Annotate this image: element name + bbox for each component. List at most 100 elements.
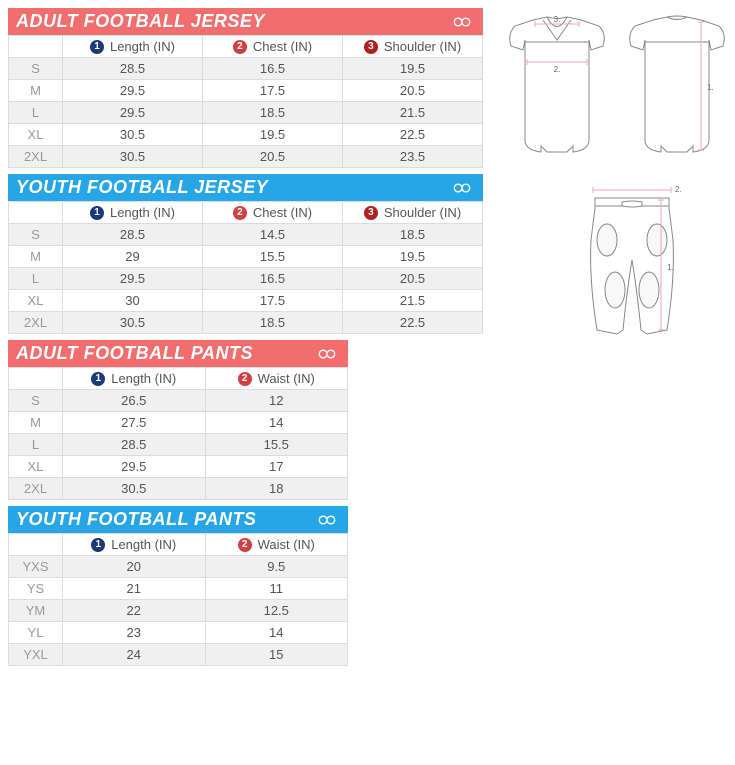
- table-row: 2XL30.518.522.5: [9, 312, 483, 334]
- size-header: [9, 202, 63, 224]
- value-cell: 20.5: [343, 80, 483, 102]
- table-row: YXL2415: [9, 644, 348, 666]
- col-header: 1Length (IN): [63, 368, 206, 390]
- size-cell: XL: [9, 290, 63, 312]
- brand-logo-icon: [451, 181, 473, 195]
- size-cell: L: [9, 268, 63, 290]
- marker-icon: 2: [238, 538, 252, 552]
- value-cell: 19.5: [343, 246, 483, 268]
- brand-logo-icon: [316, 513, 338, 527]
- table-row: 2XL30.518: [9, 478, 348, 500]
- size-cell: YS: [9, 578, 63, 600]
- col-header: 2Chest (IN): [203, 36, 343, 58]
- table-row: YM2212.5: [9, 600, 348, 622]
- size-table: 1Length (IN)2Waist (IN)YXS209.5YS2111YM2…: [8, 533, 348, 666]
- value-cell: 15.5: [205, 434, 348, 456]
- value-cell: 28.5: [63, 58, 203, 80]
- col-label: Length (IN): [111, 537, 176, 552]
- section-title: ADULT FOOTBALL JERSEY: [16, 11, 265, 32]
- value-cell: 30.5: [63, 124, 203, 146]
- brand-logo-icon: [316, 347, 338, 361]
- value-cell: 15.5: [203, 246, 343, 268]
- table-row: XL30.519.522.5: [9, 124, 483, 146]
- value-cell: 30: [63, 290, 203, 312]
- col-label: Length (IN): [110, 205, 175, 220]
- value-cell: 21.5: [343, 102, 483, 124]
- table-row: XL29.517: [9, 456, 348, 478]
- value-cell: 18.5: [343, 224, 483, 246]
- table-row: M2915.519.5: [9, 246, 483, 268]
- value-cell: 17: [205, 456, 348, 478]
- value-cell: 28.5: [63, 224, 203, 246]
- col-label: Waist (IN): [258, 371, 315, 386]
- value-cell: 22.5: [343, 312, 483, 334]
- col-header: 3 Shoulder (IN): [343, 36, 483, 58]
- value-cell: 18: [205, 478, 348, 500]
- value-cell: 22: [63, 600, 206, 622]
- col-label: Shoulder (IN): [384, 39, 461, 54]
- value-cell: 9.5: [205, 556, 348, 578]
- col-header: 1 Length (IN): [63, 202, 203, 224]
- marker-icon: 1: [91, 372, 105, 386]
- marker-icon: 3: [364, 206, 378, 220]
- size-cell: 2XL: [9, 478, 63, 500]
- value-cell: 14: [205, 412, 348, 434]
- waist-label: 2.: [675, 185, 682, 194]
- value-cell: 28.5: [63, 434, 206, 456]
- marker-icon: 1: [91, 538, 105, 552]
- value-cell: 22.5: [343, 124, 483, 146]
- section-title-bar: YOUTH FOOTBALL JERSEY: [8, 174, 483, 201]
- jersey-diagrams: 3. 2. 1.: [503, 12, 731, 160]
- value-cell: 14: [205, 622, 348, 644]
- value-cell: 30.5: [63, 478, 206, 500]
- value-cell: 29.5: [63, 80, 203, 102]
- size-header: [9, 534, 63, 556]
- table-row: YXS209.5: [9, 556, 348, 578]
- jersey-back-diagram: 1.: [623, 12, 731, 160]
- value-cell: 26.5: [63, 390, 206, 412]
- pants-diagram: 2. 1.: [567, 180, 697, 350]
- value-cell: 29.5: [63, 268, 203, 290]
- value-cell: 20.5: [203, 146, 343, 168]
- size-cell: YM: [9, 600, 63, 622]
- col-label: Chest (IN): [253, 205, 312, 220]
- value-cell: 20: [63, 556, 206, 578]
- table-row: 2XL30.520.523.5: [9, 146, 483, 168]
- marker-icon: 1: [90, 206, 104, 220]
- size-table: 1Length (IN)2Chest (IN)3Shoulder (IN)S28…: [8, 201, 483, 334]
- section-title-bar: ADULT FOOTBALL JERSEY: [8, 8, 483, 35]
- table-row: S26.512: [9, 390, 348, 412]
- value-cell: 16.5: [203, 58, 343, 80]
- value-cell: 15: [205, 644, 348, 666]
- value-cell: 18.5: [203, 312, 343, 334]
- table-row: M29.517.520.5: [9, 80, 483, 102]
- shoulder-label: 3.: [554, 15, 561, 24]
- pants-diagram-row: 2. 1.: [503, 180, 731, 350]
- marker-icon: 3: [364, 40, 378, 54]
- value-cell: 27.5: [63, 412, 206, 434]
- col-label: Length (IN): [110, 39, 175, 54]
- size-chart-container: ADULT FOOTBALL JERSEY1Length (IN)2Chest …: [8, 8, 727, 672]
- length-label: 1.: [707, 83, 714, 92]
- col-header: 1 Length (IN): [63, 534, 206, 556]
- section-title: YOUTH FOOTBALL JERSEY: [16, 177, 268, 198]
- diagrams-column: 3. 2. 1.: [503, 8, 731, 672]
- table-row: L29.516.520.5: [9, 268, 483, 290]
- value-cell: 30.5: [63, 312, 203, 334]
- chest-label: 2.: [554, 65, 561, 74]
- table-row: M27.514: [9, 412, 348, 434]
- value-cell: 17.5: [203, 290, 343, 312]
- marker-icon: 2: [233, 40, 247, 54]
- size-header: [9, 368, 63, 390]
- jersey-front-diagram: 3. 2.: [503, 12, 611, 160]
- pants-length-label: 1.: [667, 263, 674, 272]
- size-cell: S: [9, 224, 63, 246]
- value-cell: 29: [63, 246, 203, 268]
- value-cell: 16.5: [203, 268, 343, 290]
- col-header: 2 Waist (IN): [205, 368, 348, 390]
- table-row: S28.514.518.5: [9, 224, 483, 246]
- size-cell: YXL: [9, 644, 63, 666]
- tables-column: ADULT FOOTBALL JERSEY1Length (IN)2Chest …: [8, 8, 483, 672]
- value-cell: 23: [63, 622, 206, 644]
- marker-icon: 2: [238, 372, 252, 386]
